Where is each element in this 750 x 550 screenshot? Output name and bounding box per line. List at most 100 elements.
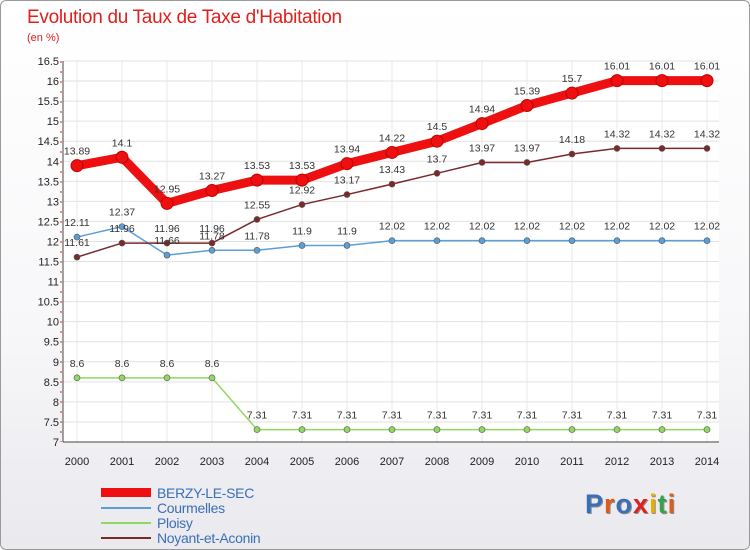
- y-tick-label: 8.5: [44, 377, 59, 389]
- data-label-3: 11.96: [199, 223, 225, 235]
- series-point-3: [208, 239, 216, 247]
- series-point-1: [658, 237, 666, 244]
- y-tick-label: 12.5: [38, 216, 59, 228]
- series-point-2: [73, 374, 81, 382]
- series-point-2: [163, 374, 171, 382]
- y-tick-label: 9: [53, 357, 59, 369]
- logo-letter: t: [657, 489, 668, 519]
- series-point-3: [118, 239, 126, 247]
- data-label-0: 14.1: [112, 137, 133, 149]
- data-label-1: 12.02: [649, 221, 675, 233]
- series-point-0: [205, 184, 219, 198]
- logo-letter: i: [649, 489, 658, 519]
- y-tick-label: 16.5: [38, 56, 59, 68]
- x-tick-label: 2003: [200, 456, 224, 468]
- series-point-2: [658, 426, 666, 433]
- y-tick-label: 14: [47, 156, 59, 168]
- x-tick-label: 2009: [470, 456, 494, 468]
- data-label-1: 12.02: [604, 221, 630, 233]
- series-point-2: [343, 426, 351, 433]
- data-label-3: 12.92: [289, 185, 315, 197]
- data-label-3: 14.32: [604, 128, 630, 140]
- series-point-1: [433, 237, 441, 244]
- proxiti-logo: Proxiti: [585, 489, 676, 520]
- data-label-0: 16.01: [694, 61, 720, 73]
- series-point-3: [523, 159, 531, 166]
- series-point-0: [115, 150, 129, 164]
- series-point-1: [298, 242, 306, 249]
- y-tick-label: 9.5: [44, 337, 59, 349]
- series-point-0: [430, 134, 444, 148]
- series-point-2: [568, 426, 576, 433]
- series-point-3: [343, 191, 351, 198]
- x-tick-label: 2014: [695, 456, 719, 468]
- logo-letter: i: [667, 489, 677, 519]
- x-tick-label: 2002: [155, 456, 179, 468]
- data-label-3: 14.32: [649, 128, 675, 140]
- chart-title: Evolution du Taux de Taxe d'Habitation: [27, 7, 342, 28]
- y-tick-label: 15.5: [38, 96, 59, 108]
- data-label-1: 12.02: [424, 221, 450, 233]
- x-tick-label: 2006: [335, 456, 359, 468]
- series-point-3: [658, 145, 666, 152]
- series-point-0: [160, 196, 174, 210]
- data-label-0: 13.94: [334, 144, 360, 156]
- data-label-0: 16.01: [604, 61, 630, 73]
- data-label-3: 11.61: [64, 237, 90, 249]
- data-label-0: 16.01: [649, 61, 675, 73]
- series-point-1: [118, 223, 126, 230]
- series-point-3: [73, 253, 81, 261]
- x-tick-label: 2004: [245, 456, 269, 468]
- series-point-3: [298, 201, 306, 208]
- y-tick-label: 8: [53, 397, 59, 409]
- y-tick-label: 10.5: [38, 297, 59, 309]
- data-label-1: 11.78: [244, 230, 270, 242]
- data-label-3: 13.7: [427, 153, 448, 165]
- series-point-3: [388, 180, 396, 188]
- series-point-1: [478, 237, 486, 244]
- data-label-3: 14.32: [694, 128, 720, 140]
- series-point-0: [475, 117, 489, 131]
- series-point-0: [250, 173, 264, 187]
- data-label-1: 12.02: [514, 221, 540, 233]
- series-point-3: [433, 169, 441, 177]
- series-point-2: [388, 426, 396, 433]
- series-point-2: [613, 426, 621, 433]
- legend-label-ploisy: Ploisy: [157, 514, 193, 531]
- series-point-1: [253, 246, 261, 254]
- data-label-0: 13.53: [244, 160, 270, 172]
- data-label-1: 11.78: [199, 230, 225, 242]
- x-tick-label: 2007: [380, 456, 404, 468]
- series-point-0: [610, 74, 624, 88]
- data-label-2: 7.31: [697, 410, 718, 422]
- series-point-3: [568, 150, 576, 158]
- legend-item-noyant: Noyant-et-Aconin: [101, 529, 261, 546]
- data-label-0: 12.95: [154, 183, 180, 195]
- data-label-2: 7.31: [652, 410, 673, 422]
- x-tick-label: 2001: [110, 456, 134, 468]
- data-label-1: 11.66: [154, 235, 180, 247]
- data-label-3: 11.96: [154, 223, 180, 235]
- data-label-0: 13.89: [64, 146, 90, 158]
- x-tick-label: 2008: [425, 456, 449, 468]
- axes: 7 7.5 8 8.5 9 9.5 10 10.5 11 11.5 12 12.5 13 13.5 14 14…: [38, 56, 720, 468]
- series-point-2: [523, 426, 531, 433]
- series-point-3: [703, 145, 711, 152]
- data-label-2: 7.31: [337, 410, 358, 422]
- line-chart: 7 7.5 8 8.5 9 9.5 10 10.5 11 11.5 12 12.5 13 13.5 14 14…: [38, 56, 721, 468]
- series-point-1: [163, 251, 171, 259]
- y-tick-label: 11.5: [38, 257, 59, 269]
- series-point-0: [340, 157, 354, 171]
- data-label-1: 12.02: [379, 221, 405, 233]
- legend: BERZY-LE-SEC Courmelles Ploisy Noyant-et…: [101, 485, 261, 546]
- series-point-0: [295, 173, 309, 187]
- data-label-3: 13.97: [469, 142, 495, 154]
- legend-label-noyant: Noyant-et-Aconin: [157, 529, 261, 546]
- series-point-3: [253, 216, 261, 223]
- legend-swatch-berzy: [101, 488, 151, 497]
- series-point-2: [298, 426, 306, 433]
- legend-item-ploisy: Ploisy: [101, 514, 260, 531]
- x-tick-label: 2005: [290, 456, 314, 468]
- series-point-3: [613, 145, 621, 152]
- series-point-1: [343, 242, 351, 249]
